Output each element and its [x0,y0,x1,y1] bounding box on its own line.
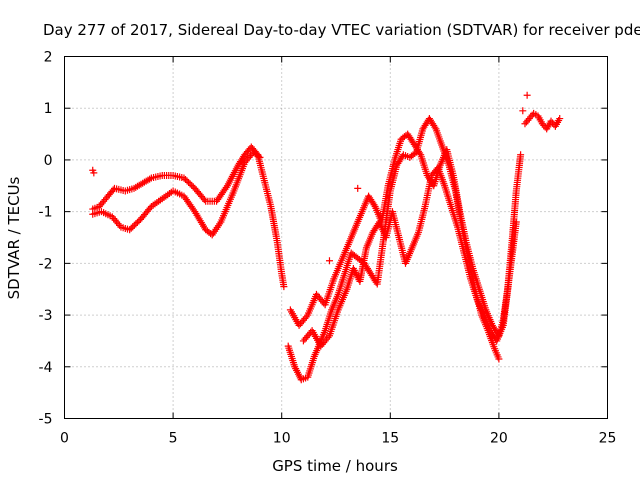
data-point [130,221,138,229]
x-tick-label: 25 [599,431,617,447]
data-point [324,333,332,341]
x-axis-label: GPS time / hours [272,457,398,475]
data-point [129,223,137,231]
data-point [519,107,527,115]
data-point [431,123,439,131]
data-point [280,283,288,291]
y-tick-label: -3 [39,308,53,324]
x-tick-label: 15 [381,431,399,447]
axis-ticks: 0 5 10 15 20 25 -5 -4 -3 -2 -1 0 1 2 [39,50,617,447]
data-point [126,226,134,234]
data-point [523,91,531,99]
y-tick-label: -4 [39,360,53,376]
series-trace-b [89,148,264,239]
series-trace-e [299,164,520,350]
data-point [495,355,503,363]
y-tick-label: 1 [44,101,53,117]
x-tick-label: 10 [273,431,291,447]
chart-title: Day 277 of 2017, Sidereal Day-to-day VTE… [43,21,640,39]
data-point [517,151,525,159]
data-point [183,177,191,185]
data-point [190,206,198,214]
data-point [556,115,564,123]
data-point [116,221,124,229]
plot-frame [64,56,608,419]
x-tick-label: 5 [169,431,178,447]
data-point [180,174,188,182]
data-point [354,184,362,192]
data-point [90,169,98,177]
data-point [222,184,230,192]
x-tick-label: 20 [490,431,508,447]
data-point [127,224,135,232]
data-point [370,201,378,209]
data-point [512,218,520,226]
data-points [89,91,564,384]
data-point [132,220,140,228]
data-point [200,196,208,204]
x-tick-label: 0 [60,431,69,447]
data-point [186,180,194,188]
y-axis-label: SDTVAR / TECUs [5,176,23,299]
data-point [188,181,196,189]
data-point [256,153,264,161]
data-point [185,178,193,186]
data-point [182,176,190,184]
series-trace-d [286,130,525,340]
y-tick-label: -5 [39,412,53,428]
data-point [416,149,424,157]
data-point [254,152,262,160]
series-trace-a [89,143,288,291]
data-point [133,218,141,226]
y-tick-label: -1 [39,205,53,221]
y-tick-label: 0 [44,153,53,169]
data-point [325,257,333,265]
data-point [302,313,310,321]
series-outliers [89,91,531,265]
series-trace-f [521,109,564,133]
y-tick-label: 2 [44,50,53,66]
y-tick-label: -2 [39,256,53,272]
gridlines [64,56,608,419]
